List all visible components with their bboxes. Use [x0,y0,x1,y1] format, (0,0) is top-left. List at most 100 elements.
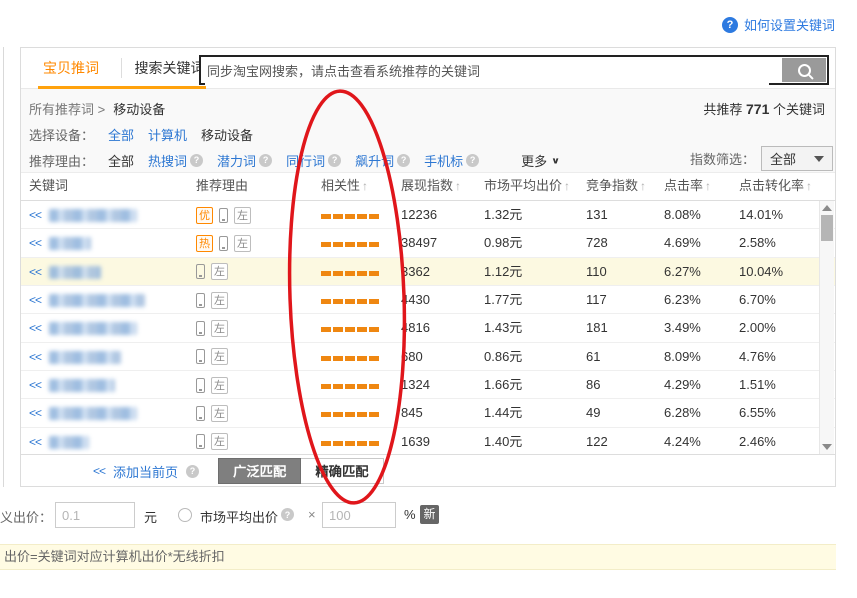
reason-option-hot[interactable]: 热搜词 [148,153,188,169]
ctr-value: 6.23% [664,292,701,308]
col-avg-price-sort[interactable]: 市场平均出价 ↑ [484,178,571,193]
sort-asc-icon: ↑ [455,179,462,193]
keyword-cell[interactable]: << [29,314,138,342]
masked-keyword[interactable] [49,350,122,364]
device-option-mobile[interactable]: 移动设备 [201,127,254,143]
mobile-icon [219,235,228,251]
question-circle-icon[interactable]: ? [190,153,204,167]
bid-amount-input[interactable] [55,502,135,528]
col-relevance-sort[interactable]: 相关性 ↑ [321,178,369,193]
reason-option-mobile-tag[interactable]: 手机标 [424,153,464,169]
tab-search-keywords[interactable]: 搜索关键词 [134,60,205,76]
exact-match-button[interactable]: 精确匹配 [301,458,384,484]
table-scrollbar[interactable] [819,201,834,456]
keyword-cell[interactable]: << [29,428,90,456]
competition-value: 86 [586,377,601,393]
ctr-value: 4.69% [664,235,701,251]
table-body: << 优左 12236 1.32元 131 8.08% 14.01% << 热左… [21,201,835,456]
keyword-cell[interactable]: << [29,399,138,427]
impressions-value: 845 [401,405,423,421]
masked-keyword[interactable] [49,294,146,308]
masked-keyword[interactable] [49,379,116,393]
masked-keyword[interactable] [49,322,138,336]
masked-keyword[interactable] [49,209,138,223]
question-circle-icon[interactable]: ? [328,153,342,167]
question-circle-icon[interactable]: ? [397,153,411,167]
relevance-bars [321,231,379,259]
match-type-toggle: 广泛匹配 精确匹配 [218,458,384,484]
masked-keyword[interactable] [49,407,138,421]
question-circle-icon[interactable]: ? [186,464,200,478]
reason-option-all[interactable]: 全部 [108,153,135,169]
keyword-cell[interactable]: << [29,229,92,257]
reason-option-potential[interactable]: 潜力词 [217,153,257,169]
badge-hot: 热 [196,234,213,252]
masked-keyword[interactable] [49,237,92,251]
scroll-up-icon[interactable] [822,205,832,211]
cvr-value: 2.46% [739,433,776,449]
bid-percentage-input[interactable] [322,502,396,528]
chevron-down-icon: ∨ [551,155,561,166]
add-keyword-chevrons[interactable]: << [29,264,42,279]
add-keyword-chevrons[interactable]: << [29,434,42,449]
add-keyword-chevrons[interactable]: << [29,293,42,308]
col-impressions-sort[interactable]: 展现指数 ↑ [401,178,462,193]
col-ctr-sort[interactable]: 点击率 ↑ [664,178,712,193]
impressions-value: 4430 [401,292,430,308]
add-keyword-chevrons[interactable]: << [29,208,42,222]
add-keyword-chevrons[interactable]: << [29,378,42,393]
competition-value: 49 [586,405,601,421]
reason-badges: 左 [196,399,228,427]
relevance-bars [321,203,379,231]
custom-bid-label: 义出价： [0,510,53,525]
keyword-cell[interactable]: << [29,371,116,399]
breadcrumb-parent[interactable]: 所有推荐词 > [29,101,106,117]
add-current-page-link[interactable]: << 添加当前页 ? [93,455,200,487]
col-competition-sort[interactable]: 竞争指数 ↑ [586,178,647,193]
reason-option-rising[interactable]: 飙升词 [355,153,395,169]
device-option-pc[interactable]: 计算机 [148,127,188,143]
ctr-value: 3.49% [664,320,701,336]
ctr-value: 4.24% [664,433,701,449]
market-avg-price-radio[interactable] [178,508,192,522]
sort-asc-icon: ↑ [640,179,647,193]
keyword-cell[interactable]: << [29,286,146,314]
avg-price-value: 1.43元 [484,320,523,336]
index-filter-select[interactable]: 全部 [761,146,833,171]
badge-left: 左 [234,206,251,224]
keyword-cell[interactable]: << [29,343,122,371]
broad-match-button[interactable]: 广泛匹配 [218,458,302,484]
mobile-icon [196,434,205,450]
relevance-bars [321,401,379,429]
scroll-down-icon[interactable] [822,444,832,450]
reason-option-peer[interactable]: 同行词 [286,153,326,169]
scrollbar-thumb[interactable] [821,215,833,241]
badge-left: 左 [211,433,228,451]
more-filters-button[interactable]: 更多 ∨ [521,151,560,170]
reason-badges: 优左 [196,201,251,229]
col-cvr-sort[interactable]: 点击转化率 ↑ [739,178,813,193]
mobile-icon [219,207,228,223]
breadcrumb-current: 移动设备 [113,101,166,117]
keyword-panel: 宝贝推词 搜索关键词 所有推荐词 > 移动设备 共推荐 771 个关键词 选择设… [20,47,836,487]
search-button[interactable] [782,58,826,82]
add-keyword-chevrons[interactable]: << [29,406,42,421]
total-suffix: 个关键词 [769,101,825,117]
masked-keyword[interactable] [49,435,90,449]
keyword-cell[interactable]: << [29,201,138,229]
sort-asc-icon: ↑ [362,179,369,193]
help-link[interactable]: ? 如何设置关键词 [721,15,835,34]
keyword-search-input[interactable] [205,57,769,85]
add-keyword-chevrons[interactable]: << [29,236,42,251]
add-keyword-chevrons[interactable]: << [29,321,42,336]
add-keyword-chevrons[interactable]: << [29,349,42,364]
tab-item-recommend[interactable]: 宝贝推词 [43,60,99,76]
question-circle-icon[interactable]: ? [259,153,273,167]
keyword-cell[interactable]: << [29,258,102,286]
masked-keyword[interactable] [49,265,102,279]
question-circle-icon[interactable]: ? [281,508,294,521]
question-circle-icon[interactable]: ? [466,153,480,167]
cvr-value: 2.58% [739,235,776,251]
avg-price-value: 1.66元 [484,377,523,393]
device-option-all[interactable]: 全部 [108,127,135,143]
